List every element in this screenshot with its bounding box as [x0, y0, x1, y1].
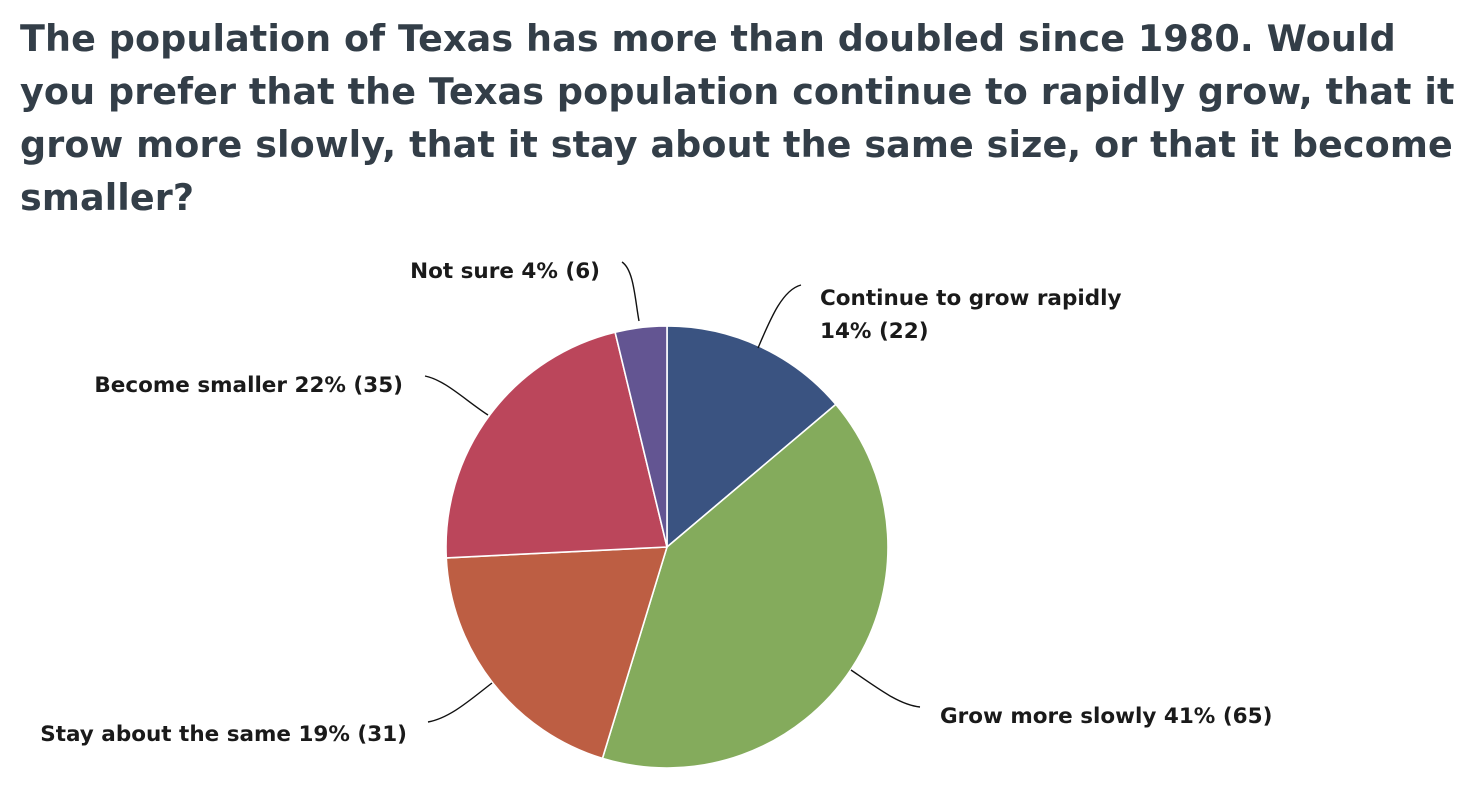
slice-label-grow-more-slowly: Grow more slowly 41% (65) — [940, 704, 1272, 729]
leader-line-stay-about-the-same — [427, 682, 493, 723]
slice-label-continue-to-grow-rapidly-line-1: Continue to grow rapidly — [820, 286, 1121, 311]
leader-line-grow-more-slowly — [850, 669, 921, 708]
pie-slice-grow-more-slowly — [601, 403, 889, 769]
question-title: The population of Texas has more than do… — [20, 17, 1455, 219]
pie-slices — [445, 325, 889, 769]
pie-slice-become-smaller — [445, 331, 668, 559]
leader-line-continue-to-grow-rapidly — [757, 284, 802, 349]
slice-label-become-smaller: Become smaller 22% (35) — [94, 373, 403, 398]
slice-labels: Continue to grow rapidly 14% (22) Grow mor… — [40, 259, 1272, 747]
pie-slice-continue-to-grow-rapidly — [666, 325, 837, 548]
slice-label-continue-to-grow-rapidly-line-2: 14% (22) — [820, 319, 929, 344]
leader-lines — [424, 261, 921, 723]
leader-line-become-smaller — [424, 375, 489, 416]
pie-slice-not-sure — [614, 325, 668, 548]
pie-slice-stay-about-the-same — [445, 546, 668, 760]
slice-label-not-sure: Not sure 4% (6) — [410, 259, 600, 284]
leader-line-not-sure — [621, 261, 640, 322]
slice-label-stay-about-the-same: Stay about the same 19% (31) — [40, 722, 407, 747]
